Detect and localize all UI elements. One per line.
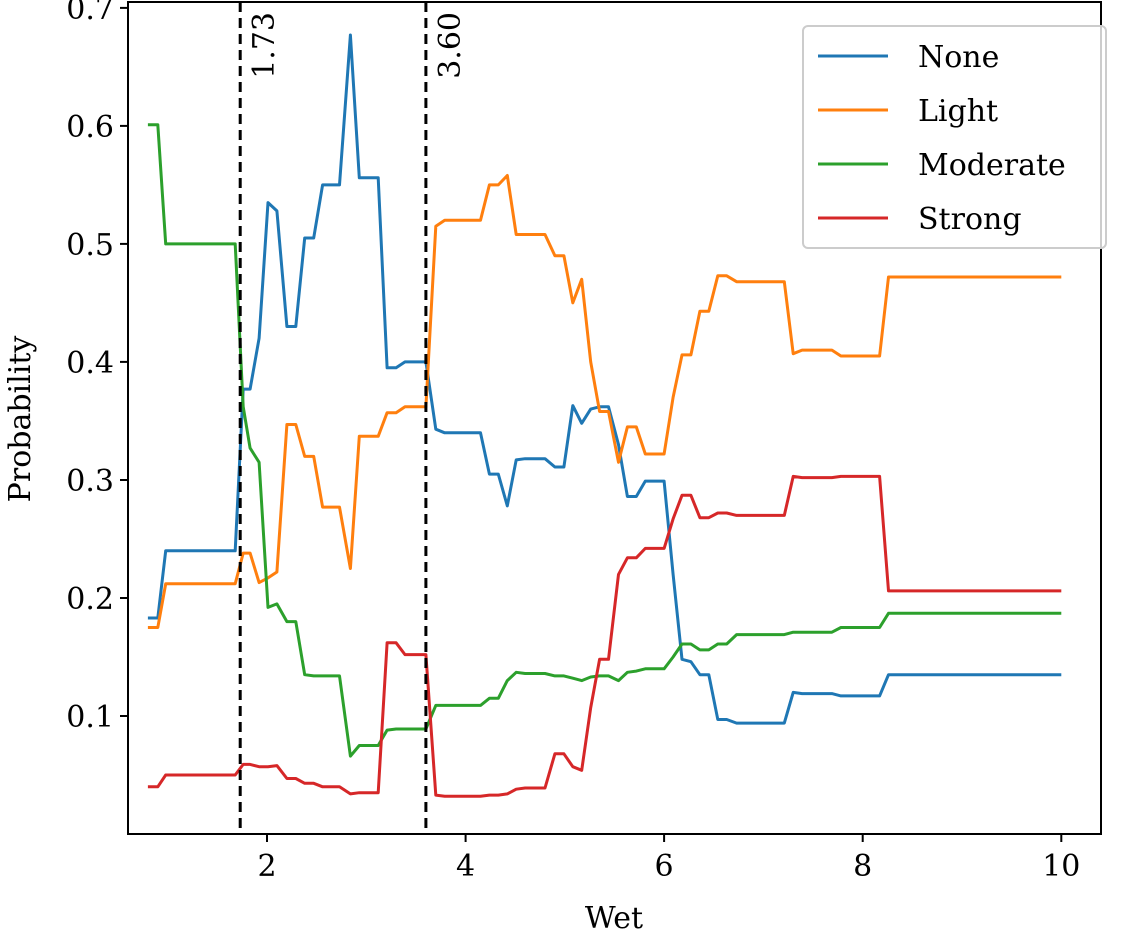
y-tick-label: 0.7 bbox=[66, 0, 114, 27]
x-tick-label: 10 bbox=[1042, 849, 1080, 884]
threshold-label-1: 1.73 bbox=[247, 12, 282, 79]
y-tick-label: 0.5 bbox=[66, 228, 114, 263]
series-lines bbox=[147, 33, 1062, 798]
plot-frame bbox=[127, 1, 1102, 835]
y-axis-title: Probability bbox=[3, 336, 38, 503]
legend-box bbox=[802, 25, 1107, 249]
x-tick-label: 8 bbox=[853, 849, 872, 884]
y-tick-label: 0.6 bbox=[66, 110, 114, 145]
y-tick-label: 0.2 bbox=[66, 582, 114, 617]
y-axis-ticks: 0.1 0.2 0.3 0.4 0.5 0.6 0.7 bbox=[66, 0, 128, 735]
y-tick-label: 0.1 bbox=[66, 700, 114, 735]
series-line-light bbox=[147, 174, 1062, 629]
legend-label-none: None bbox=[918, 40, 999, 75]
x-axis-title: Wet bbox=[585, 901, 643, 936]
y-tick-label: 0.3 bbox=[66, 464, 114, 499]
legend-label-light: Light bbox=[918, 94, 998, 129]
series-line-moderate bbox=[147, 123, 1062, 758]
series-line-strong bbox=[147, 474, 1062, 798]
threshold-lines: 1.73 3.60 bbox=[238, 2, 468, 834]
legend-label-moderate: Moderate bbox=[918, 148, 1066, 183]
y-tick-label: 0.4 bbox=[66, 346, 114, 381]
series-line-none bbox=[147, 33, 1062, 725]
x-tick-label: 2 bbox=[257, 849, 276, 884]
legend: None Light Moderate Strong bbox=[802, 25, 1107, 249]
x-tick-label: 6 bbox=[655, 849, 674, 884]
x-tick-label: 4 bbox=[456, 849, 475, 884]
threshold-label-2: 3.60 bbox=[433, 12, 468, 79]
legend-label-strong: Strong bbox=[918, 202, 1022, 237]
x-axis-ticks: 2 4 6 8 10 bbox=[257, 834, 1080, 884]
